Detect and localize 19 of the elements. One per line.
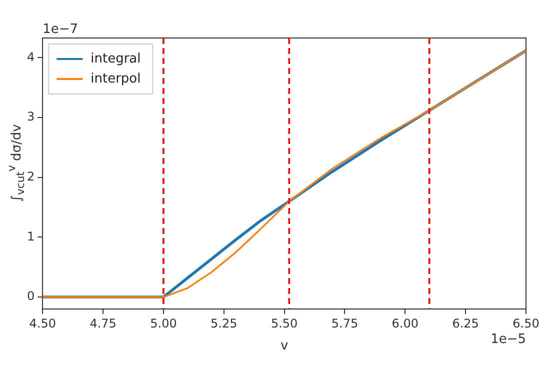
x-tick-label: 6.25 [452, 316, 479, 330]
text: 1e−7 [42, 22, 78, 37]
x-tick-label: 5.50 [270, 316, 298, 330]
x-tick-label: 6.50 [512, 316, 540, 330]
legend-label: interpol [90, 71, 141, 86]
y-tick-label: 1 [26, 229, 35, 244]
y-tick-label: 3 [26, 110, 35, 124]
legend-label: integral [90, 51, 141, 66]
x-axis-title: v [280, 338, 288, 354]
x-tick-label: 4.75 [90, 316, 116, 330]
y-tick-label: 4 [26, 50, 35, 64]
text: 1e−5 [490, 332, 526, 347]
x-tick-label: 5.00 [150, 316, 177, 330]
x-tick-label: 5.25 [210, 316, 238, 330]
x-tick-label: 5.75 [331, 316, 358, 330]
x-tick-label: 4.50 [29, 316, 56, 330]
y-tick-label: 0 [26, 289, 35, 304]
x-tick-label: 6.00 [392, 316, 419, 330]
y-tick-label: 2 [26, 170, 35, 184]
